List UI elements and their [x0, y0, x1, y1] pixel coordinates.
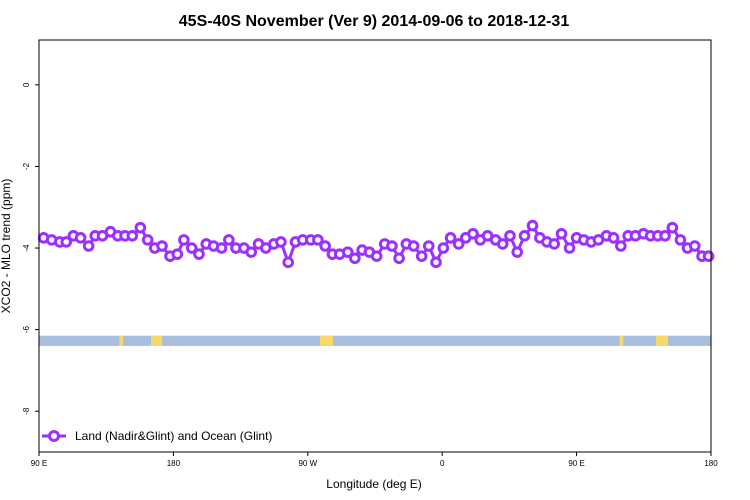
data-point	[245, 246, 258, 258]
data-point	[156, 240, 168, 252]
y-tick-label-4: -8	[22, 407, 31, 415]
data-point	[215, 242, 228, 254]
data-point	[178, 234, 190, 246]
data-point	[555, 227, 568, 240]
data-point	[407, 240, 420, 252]
data-point	[82, 240, 95, 252]
y-tick-label-1: -2	[22, 162, 31, 170]
land-span-2	[158, 335, 163, 346]
data-point	[496, 238, 509, 250]
data-point	[319, 240, 331, 252]
data-point	[223, 234, 235, 246]
land-span-3	[319, 335, 333, 346]
land-span-5	[655, 335, 664, 346]
x-tick-label-0: 90 E	[31, 459, 47, 468]
x-axis-label: Longitude (deg E)	[326, 477, 421, 491]
data-point	[422, 240, 435, 252]
data-point	[666, 221, 679, 234]
legend-marker	[48, 430, 60, 442]
data-point	[437, 242, 450, 254]
legend: Land (Nadir&Glint) and Ocean (Glint)	[42, 429, 272, 443]
data-point	[185, 242, 198, 254]
data-point	[275, 236, 287, 248]
land-span-0	[119, 335, 123, 346]
land-span-6	[663, 335, 669, 346]
data-point	[74, 232, 87, 244]
data-point	[615, 240, 627, 252]
data-point	[341, 246, 354, 258]
data-point	[430, 256, 442, 269]
data-point	[674, 234, 687, 246]
chart-title: 45S-40S November (Ver 9) 2014-09-06 to 2…	[179, 13, 570, 30]
data-point	[548, 238, 561, 250]
data-point	[702, 250, 715, 262]
data-point	[282, 256, 295, 269]
x-tick-label-1: 180	[167, 459, 181, 468]
data-point	[526, 219, 539, 232]
data-point	[659, 230, 671, 242]
data-point	[171, 248, 184, 260]
data-point	[518, 230, 531, 242]
ocean-band	[39, 335, 711, 346]
data-point	[134, 221, 147, 234]
x-tick-label-3: 0	[440, 459, 445, 468]
data-point	[688, 240, 701, 252]
legend-label: Land (Nadir&Glint) and Ocean (Glint)	[75, 429, 272, 443]
x-tick-label-2: 90 W	[298, 459, 317, 468]
data-point	[452, 238, 465, 250]
data-point	[467, 227, 479, 240]
data-point	[386, 240, 398, 252]
x-tick-label-4: 90 E	[568, 459, 584, 468]
data-point	[415, 250, 428, 262]
series-layer	[37, 219, 715, 269]
y-axis: 0 -2 -4 -6 -8	[22, 82, 39, 415]
data-point	[312, 234, 324, 246]
data-point	[563, 242, 576, 254]
data-point	[126, 230, 139, 242]
y-tick-label-3: -6	[22, 326, 31, 334]
land-span-1	[151, 335, 159, 346]
data-point	[504, 230, 516, 242]
data-point	[444, 232, 457, 244]
data-point	[60, 236, 73, 248]
data-point	[393, 252, 405, 265]
data-point	[193, 248, 205, 260]
y-tick-label-2: -4	[22, 244, 31, 252]
data-point	[607, 232, 620, 244]
plot-frame	[38, 39, 712, 453]
land-span-4	[619, 335, 624, 346]
surface-band	[39, 335, 711, 346]
y-axis-label: XCO2 - MLO trend (ppm)	[0, 179, 13, 314]
data-point	[349, 252, 361, 265]
data-point	[511, 246, 524, 258]
y-tick-label-0: 0	[22, 82, 31, 87]
x-axis: 90 E 180 90 W 0 90 E 180	[31, 452, 718, 468]
data-point	[141, 234, 154, 246]
x-tick-label-5: 180	[704, 459, 718, 468]
data-point	[370, 250, 383, 262]
